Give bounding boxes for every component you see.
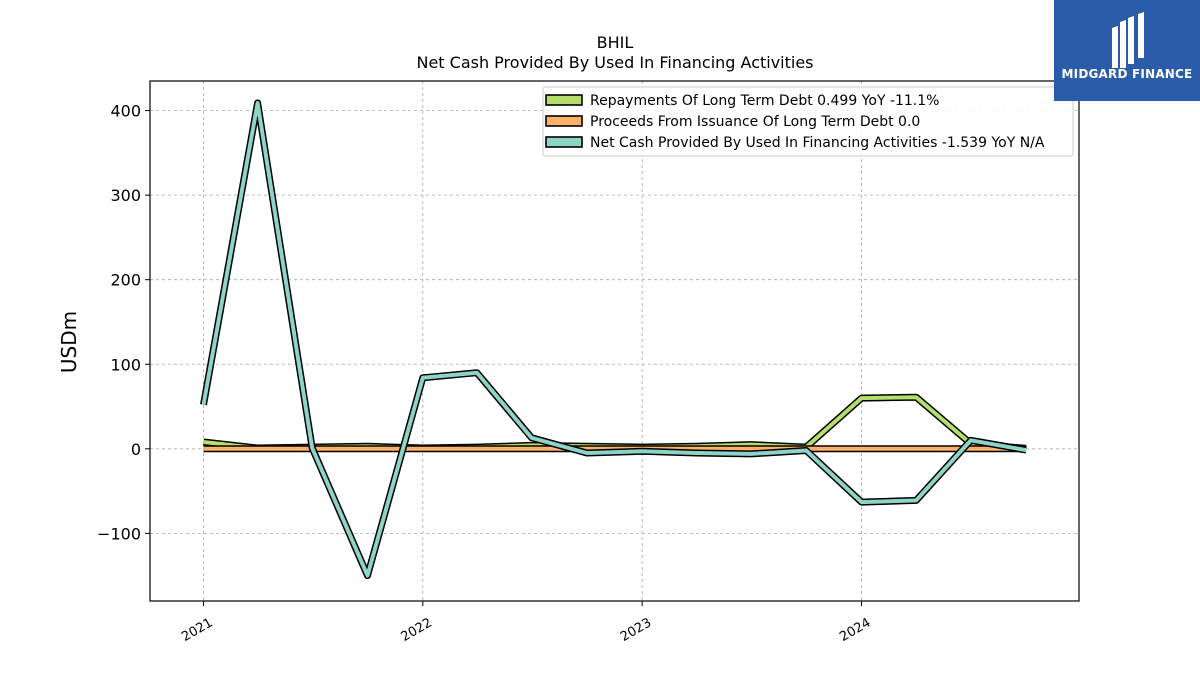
legend-label-2: Proceeds From Issuance Of Long Term Debt… (590, 114, 920, 130)
midgard-logo-icon (1112, 12, 1144, 68)
y-tick-label: 400 (110, 102, 141, 121)
legend-swatch-1 (545, 94, 583, 106)
legend-swatch-2 (545, 115, 583, 127)
x-tick-label: 2021 (179, 615, 215, 645)
legend-box (542, 86, 1074, 157)
axes: −100 0 100 200 300 400 2021 2022 2023 2024 (97, 102, 873, 645)
grid (150, 81, 1079, 601)
legend-label-3: Net Cash Provided By Used In Financing A… (590, 135, 1045, 151)
series-line-3 (201, 101, 1027, 578)
y-tick-label: 0 (131, 440, 141, 459)
chart-title: BHIL (597, 33, 634, 52)
legend-swatch-3 (545, 136, 583, 148)
legend-label-1: Repayments Of Long Term Debt 0.499 YoY -… (590, 93, 939, 109)
midgard-finance-logo: MIDGARD FINANCE (1054, 0, 1200, 101)
series-outline-1 (203, 393, 1027, 452)
y-axis-label: USDm (57, 311, 81, 373)
series-line-1 (203, 395, 1027, 451)
logo-text: MIDGARD FINANCE (1061, 67, 1193, 81)
series-layer (200, 99, 1027, 580)
x-tick-label: 2023 (618, 615, 654, 645)
x-tick-label: 2024 (837, 615, 873, 645)
x-tick-label: 2022 (399, 615, 435, 645)
legend[interactable]: Repayments Of Long Term Debt 0.499 YoY -… (542, 86, 1074, 157)
y-tick-label: 200 (110, 271, 141, 290)
y-tick-label: 300 (110, 186, 141, 205)
plot-frame (149, 80, 1080, 602)
series-outline-3 (200, 99, 1027, 580)
chart-subtitle: Net Cash Provided By Used In Financing A… (416, 53, 813, 72)
y-tick-label: 100 (110, 355, 141, 374)
y-tick-label: −100 (97, 524, 141, 543)
